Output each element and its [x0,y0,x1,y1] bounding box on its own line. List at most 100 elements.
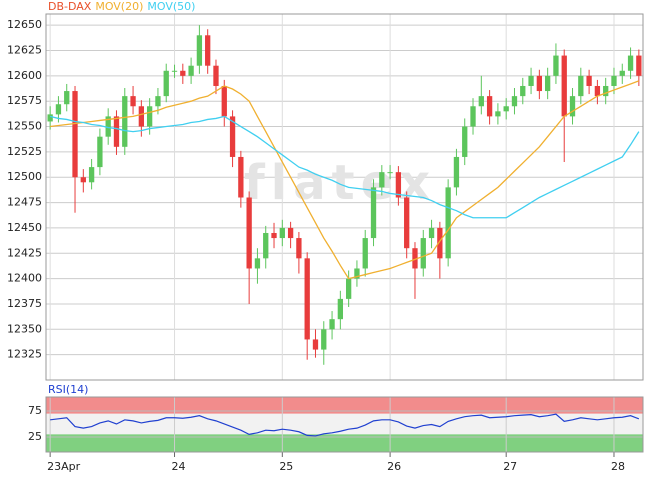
candle-body [395,172,402,198]
candle-body [536,75,543,92]
candle-body [337,298,344,320]
candle-body [627,55,634,71]
candle-body [80,177,86,183]
candle-body [478,96,484,107]
candle-body [561,55,567,117]
candle-body [495,111,501,117]
candle-body [221,85,227,117]
x-tick-label: 25 [279,460,293,473]
y-tick-label: 12450 [7,221,42,234]
candle-body [163,70,169,97]
candle-body [97,136,103,168]
x-tick-label: 27 [503,460,517,473]
candle-body [304,258,310,340]
y-tick-label: 12375 [7,297,42,310]
x-tick-label: 28 [611,460,625,473]
rsi-line [50,413,640,437]
ma-line [49,115,640,219]
overbought-zone [46,397,643,414]
candle-body [105,116,111,137]
candle-body [437,227,443,259]
candle-body [130,96,136,107]
candle-body [412,248,418,269]
y-tick-label: 12325 [7,348,42,361]
candle-body [611,75,617,86]
ma-line [50,80,640,280]
candle-body [544,75,551,92]
y-tick-label: 12650 [7,18,42,31]
legend-entry: MOV(50) [147,0,195,13]
y-tick-label: 25 [28,430,42,443]
candle-body [146,106,153,127]
rsi-border [45,396,644,453]
candle-body [462,126,468,157]
candle-body [171,70,178,72]
candle-body [188,65,194,76]
y-tick-label: 12500 [7,170,42,183]
candle-body [603,85,609,97]
candle-body [205,35,211,66]
candle-body [279,227,285,239]
candle-body [428,227,435,239]
candle-body [553,55,559,76]
candle-body [64,91,70,105]
candle-body [312,339,319,350]
legend-entry: MOV(20) [95,0,143,13]
candle-body [238,156,244,198]
candle-body [72,91,78,178]
candle-body [196,35,203,66]
candle-body [296,238,302,259]
candle-body [155,96,161,107]
candle-body [254,258,261,269]
y-tick-label: 12625 [7,43,42,56]
candle-body [586,75,592,86]
candle-body [370,187,377,239]
candle-body [420,238,426,269]
candle-body [246,197,252,269]
candle-body [486,96,493,117]
candle-body [379,172,385,188]
candle-body [578,75,584,97]
candle-body [287,227,294,239]
candle-body [404,197,410,249]
y-tick-label: 12475 [7,196,42,209]
candle-body [470,106,476,127]
candle-body [55,104,62,115]
candle-body [362,238,368,269]
plot-area [45,13,644,381]
candle-body [503,106,509,112]
candle-body [569,96,576,117]
candle-body [122,96,128,147]
candle-body [528,75,534,86]
x-tick-label: 23Apr [47,460,81,473]
candle-body [271,232,277,239]
candle-body [113,116,120,147]
candle-body [387,172,393,174]
candle-body [619,70,625,76]
candle-body [180,70,186,76]
rsi-title: RSI(14) [48,383,88,396]
candle-body [321,329,327,350]
y-tick-label: 12600 [7,69,42,82]
candle-body [345,278,352,299]
oversold-zone [46,434,643,452]
y-tick-label: 75 [28,404,42,417]
y-tick-label: 12425 [7,246,42,259]
candle-body [594,85,601,97]
candle-body [229,116,236,157]
candle-body [213,65,219,86]
plot-border [45,13,644,381]
candle-body [636,55,642,76]
x-tick-label: 26 [387,460,401,473]
y-tick-label: 12525 [7,145,42,158]
candle-body [329,319,335,330]
candle-body [520,85,526,97]
candle-body [354,268,360,279]
candle-body [453,156,460,188]
candle-body [88,167,95,183]
y-tick-label: 12350 [7,322,42,335]
candle-body [511,96,518,107]
candle-body [263,232,269,259]
y-tick-label: 12550 [7,120,42,133]
